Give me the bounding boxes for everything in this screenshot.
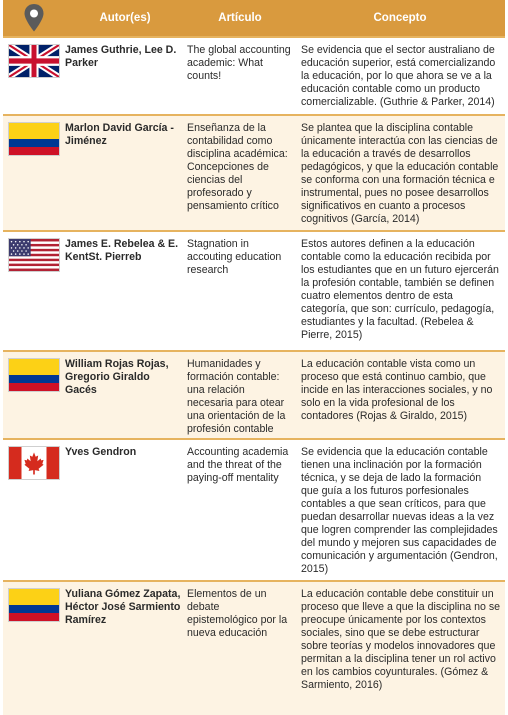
author-cell: Yves Gendron (65, 446, 137, 458)
header-article: Artículo (218, 12, 262, 24)
location-pin-icon (24, 4, 44, 32)
table-header: Autor(es) Artículo Concepto (3, 0, 505, 36)
usa-flag-icon (8, 238, 60, 272)
author-cell: Marlon David García -Jiménez (65, 122, 174, 147)
author-cell: James E. Rebelea & E. KentSt. Pierreb (65, 238, 179, 263)
colombia-flag-icon (8, 122, 60, 156)
colombia-flag-icon (8, 588, 60, 622)
concept-cell: La educación contable debe constituir un… (301, 588, 501, 691)
article-cell: Accounting academia and the threat of th… (187, 446, 289, 484)
table-row: Marlon David García -Jiménez Enseñanza d… (3, 114, 505, 230)
article-cell: The global accounting academic: What cou… (187, 44, 291, 82)
table-row: James Guthrie, Lee D. Parker The global … (3, 36, 505, 114)
uk-flag-icon (8, 44, 60, 78)
concept-cell: Se evidencia que la educación contable t… (301, 446, 498, 575)
table-row: James E. Rebelea & E. KentSt. Pierreb St… (3, 230, 505, 350)
concept-cell: La educación contable vista como un proc… (301, 358, 493, 422)
colombia-flag-icon (8, 358, 60, 392)
authors-table: Autor(es) Artículo Concepto James Guthri… (3, 0, 505, 715)
table-row: Yves Gendron Accounting academia and the… (3, 438, 505, 580)
header-author: Autor(es) (99, 12, 151, 24)
canada-flag-icon (8, 446, 60, 480)
article-cell: Stagnation in accouting education resear… (187, 238, 282, 276)
table-row: Yuliana Gómez Zapata, Héctor José Sarmie… (3, 580, 505, 715)
author-cell: William Rojas Rojas, Gregorio Giraldo Ga… (65, 358, 169, 396)
table-row: William Rojas Rojas, Gregorio Giraldo Ga… (3, 350, 505, 438)
article-cell: Humanidades y formación contable: una re… (187, 358, 286, 435)
concept-cell: Se evidencia que el sector australiano d… (301, 44, 496, 108)
article-cell: Enseñanza de la contabilidad como discip… (187, 122, 288, 212)
concept-cell: Estos autores definen a la educación con… (301, 238, 499, 341)
header-concept: Concepto (373, 12, 427, 24)
header-icon-cell (3, 3, 65, 33)
concept-cell: Se plantea que la disciplina contable ún… (301, 122, 499, 225)
article-cell: Elementos de un debate epistemológico po… (187, 588, 288, 639)
author-cell: James Guthrie, Lee D. Parker (65, 44, 177, 69)
author-cell: Yuliana Gómez Zapata, Héctor José Sarmie… (65, 588, 181, 626)
